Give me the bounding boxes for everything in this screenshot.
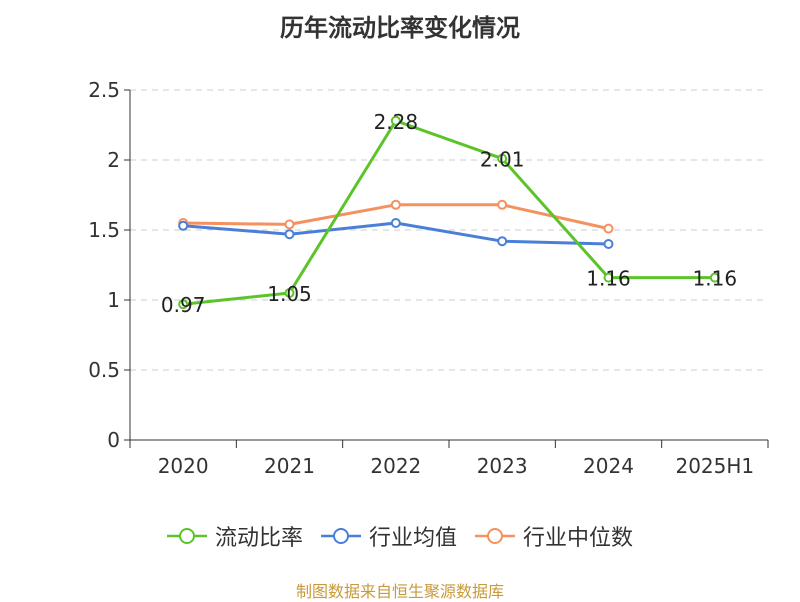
data-label: 1.05 [267, 282, 312, 306]
data-label: 2.28 [374, 110, 419, 134]
data-label: 2.01 [480, 148, 525, 172]
y-tick-label: 0.5 [88, 358, 120, 382]
x-tick-label: 2023 [477, 454, 528, 478]
x-tick-label: 2020 [158, 454, 209, 478]
legend-label-current-ratio: 流动比率 [214, 526, 303, 551]
legend-marker-industry-mean [320, 528, 361, 544]
data-label: 1.16 [586, 267, 631, 291]
data-point [390, 218, 401, 228]
data-label: 1.16 [693, 267, 738, 291]
data-point [178, 299, 189, 310]
x-tick-label: 2021 [264, 454, 315, 478]
data-point [390, 115, 401, 126]
data-point [603, 239, 614, 249]
source-note: 制图数据来自恒生聚源数据库 [295, 582, 504, 601]
data-point [497, 236, 508, 247]
y-tick-label: 1.5 [88, 218, 120, 242]
x-tick-label: 2022 [370, 454, 421, 478]
data-point [178, 220, 189, 231]
x-tick-label: 2024 [583, 454, 634, 478]
data-point [390, 199, 401, 210]
data-point [284, 219, 295, 230]
data-point [284, 288, 295, 298]
data-point [709, 272, 720, 283]
data-point [603, 272, 614, 283]
data-point [284, 229, 295, 240]
legend-marker-industry-median [475, 528, 515, 544]
chart-legend: 流动比率 行业均值 行业中位数 [0, 520, 800, 552]
y-tick-label: 2 [107, 148, 120, 172]
legend-item-industry-mean[interactable]: 行业均值 [320, 520, 457, 552]
y-tick-label: 2.5 [88, 78, 120, 102]
legend-item-current-ratio[interactable]: 流动比率 [166, 520, 303, 552]
y-tick-label: 0 [107, 428, 120, 452]
y-tick-label: 1 [107, 288, 120, 312]
data-point [603, 223, 614, 234]
legend-label-industry-median: 行业中位数 [523, 526, 634, 551]
legend-label-industry-mean: 行业均值 [368, 526, 457, 551]
data-label: 0.97 [161, 293, 206, 317]
series-line-0 [183, 119, 715, 306]
chart-title: 历年流动比率变化情况 [280, 14, 520, 42]
data-point [497, 199, 508, 210]
x-tick-label: 2025H1 [675, 454, 754, 478]
data-point [497, 153, 508, 164]
legend-marker-current-ratio [166, 528, 207, 544]
legend-item-industry-median[interactable]: 行业中位数 [475, 520, 633, 552]
